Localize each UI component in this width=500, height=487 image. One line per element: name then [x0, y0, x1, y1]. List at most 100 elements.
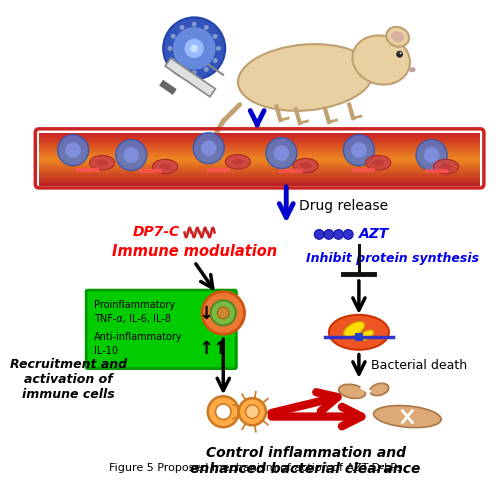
Text: Drug release: Drug release	[299, 199, 388, 213]
Circle shape	[192, 22, 196, 27]
Text: Proinflammatory: Proinflammatory	[94, 300, 176, 310]
Circle shape	[416, 139, 447, 170]
Circle shape	[344, 229, 353, 239]
Circle shape	[324, 229, 334, 239]
Ellipse shape	[338, 384, 365, 398]
Text: AZT: AZT	[359, 227, 389, 242]
Bar	[39, 134, 480, 137]
Circle shape	[218, 307, 229, 318]
Bar	[39, 165, 480, 167]
Ellipse shape	[366, 155, 391, 170]
Text: Anti-inflammatory: Anti-inflammatory	[94, 332, 183, 342]
Text: Control inflammation and
enhanced bacterial clearance: Control inflammation and enhanced bacter…	[190, 446, 421, 476]
Circle shape	[124, 147, 139, 163]
Circle shape	[202, 292, 244, 334]
Circle shape	[163, 18, 225, 79]
Text: Bacterial death: Bacterial death	[372, 359, 468, 372]
Text: Recruitment and
activation of
immune cells: Recruitment and activation of immune cel…	[10, 358, 127, 401]
Circle shape	[424, 147, 440, 163]
Text: ↓↓: ↓↓	[198, 305, 228, 323]
Circle shape	[66, 142, 81, 158]
Bar	[39, 154, 480, 156]
Bar	[39, 150, 480, 152]
Ellipse shape	[370, 383, 388, 395]
Circle shape	[192, 70, 196, 75]
Text: Figure 5 Proposed mechanism of action of AZT-D-LPs.: Figure 5 Proposed mechanism of action of…	[108, 463, 406, 473]
FancyBboxPatch shape	[165, 58, 216, 97]
Ellipse shape	[409, 67, 416, 72]
Ellipse shape	[352, 36, 410, 85]
Bar	[39, 181, 480, 183]
Ellipse shape	[391, 31, 404, 42]
Bar	[39, 177, 480, 179]
Circle shape	[239, 398, 266, 425]
Text: IL-10: IL-10	[94, 346, 118, 356]
Bar	[39, 161, 480, 163]
Ellipse shape	[152, 159, 178, 174]
Circle shape	[314, 229, 324, 239]
Bar	[39, 175, 480, 177]
Ellipse shape	[434, 159, 458, 174]
Bar	[39, 170, 480, 172]
Ellipse shape	[293, 158, 318, 173]
Bar	[39, 145, 480, 147]
Bar	[39, 132, 480, 135]
Ellipse shape	[344, 322, 364, 337]
Bar	[355, 333, 363, 341]
Circle shape	[210, 300, 236, 325]
Circle shape	[180, 67, 184, 72]
Bar	[39, 140, 480, 142]
Circle shape	[173, 27, 216, 70]
Circle shape	[266, 137, 297, 169]
Circle shape	[58, 134, 88, 166]
Bar	[39, 163, 480, 165]
Text: DP7-C: DP7-C	[132, 225, 180, 240]
Bar	[39, 138, 480, 140]
Circle shape	[171, 34, 175, 38]
Text: TNF-α, IL-6, IL-8: TNF-α, IL-6, IL-8	[94, 314, 172, 324]
Ellipse shape	[225, 154, 250, 169]
Bar	[39, 173, 480, 176]
Bar	[39, 157, 480, 160]
Circle shape	[180, 25, 184, 30]
Ellipse shape	[90, 155, 115, 170]
Circle shape	[193, 132, 224, 164]
Circle shape	[171, 58, 175, 63]
Circle shape	[351, 142, 366, 158]
Ellipse shape	[300, 163, 312, 169]
Ellipse shape	[360, 330, 374, 340]
Bar	[39, 168, 480, 170]
Circle shape	[274, 145, 289, 161]
Circle shape	[204, 67, 208, 72]
Text: Immune modulation: Immune modulation	[112, 244, 277, 260]
Circle shape	[184, 38, 204, 58]
Bar	[39, 159, 480, 162]
Ellipse shape	[440, 164, 452, 169]
Ellipse shape	[374, 406, 441, 428]
Ellipse shape	[329, 315, 389, 350]
Ellipse shape	[232, 159, 243, 165]
Circle shape	[208, 396, 239, 427]
Bar	[39, 184, 480, 186]
Bar	[39, 167, 480, 169]
Circle shape	[400, 52, 402, 54]
Circle shape	[204, 25, 208, 30]
Ellipse shape	[372, 160, 384, 166]
Circle shape	[216, 404, 231, 419]
Circle shape	[201, 140, 216, 156]
Bar	[39, 136, 480, 138]
FancyBboxPatch shape	[86, 290, 236, 369]
Bar	[39, 147, 480, 149]
Circle shape	[344, 134, 374, 166]
Circle shape	[216, 46, 221, 51]
Circle shape	[190, 44, 198, 52]
Circle shape	[213, 34, 218, 38]
Bar	[39, 152, 480, 154]
Ellipse shape	[160, 164, 171, 169]
Circle shape	[213, 58, 218, 63]
Circle shape	[246, 405, 259, 418]
Circle shape	[334, 229, 344, 239]
Ellipse shape	[238, 44, 373, 111]
Circle shape	[116, 139, 146, 170]
Bar	[39, 143, 480, 146]
